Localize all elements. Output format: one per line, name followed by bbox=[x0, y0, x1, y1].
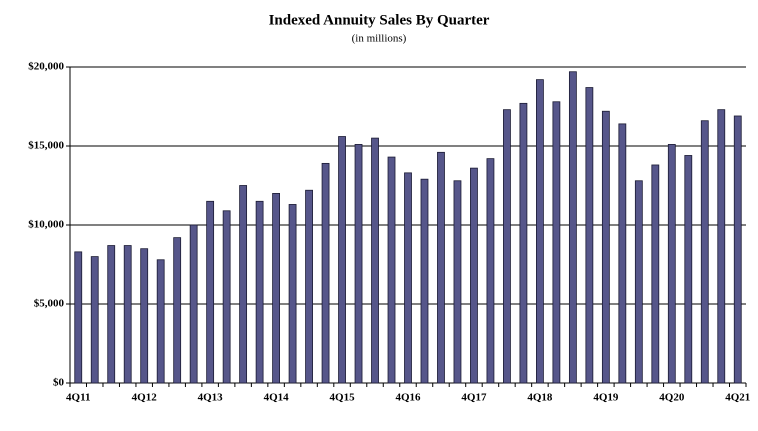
bar bbox=[700, 120, 709, 384]
y-tick-label: $10,000 bbox=[28, 219, 64, 231]
bar bbox=[173, 237, 182, 384]
y-tick-label: $5,000 bbox=[34, 298, 65, 310]
bar bbox=[206, 200, 215, 384]
x-tick-label: 4Q20 bbox=[659, 392, 685, 404]
bar bbox=[156, 259, 165, 384]
bar bbox=[684, 155, 693, 384]
bar bbox=[123, 245, 132, 384]
bar bbox=[222, 210, 231, 384]
bar bbox=[239, 185, 248, 384]
bar bbox=[568, 71, 577, 384]
bar bbox=[470, 167, 478, 384]
x-tick-label: 4Q15 bbox=[330, 392, 356, 404]
x-tick-label: 4Q17 bbox=[461, 392, 487, 404]
bar bbox=[486, 158, 495, 384]
x-tick-label: 4Q12 bbox=[132, 392, 158, 404]
bar bbox=[354, 144, 363, 384]
bar bbox=[552, 101, 561, 384]
chart-title: Indexed Annuity Sales By Quarter bbox=[269, 12, 490, 28]
y-tick-label: $0 bbox=[53, 377, 65, 389]
x-tick-label: 4Q16 bbox=[395, 392, 421, 404]
bar bbox=[140, 248, 149, 384]
bar bbox=[107, 245, 116, 384]
bar bbox=[189, 224, 198, 384]
x-tick-label: 4Q14 bbox=[264, 392, 290, 404]
bar bbox=[453, 180, 462, 384]
bar bbox=[717, 109, 726, 384]
x-tick-label: 4Q18 bbox=[527, 392, 553, 404]
x-tick-label: 4Q21 bbox=[725, 392, 750, 404]
bar bbox=[404, 172, 412, 384]
bar bbox=[338, 136, 346, 384]
y-tick-label: $20,000 bbox=[28, 61, 64, 73]
bar bbox=[387, 156, 396, 384]
x-tick-label: 4Q19 bbox=[593, 392, 619, 404]
bar bbox=[305, 189, 313, 384]
bar bbox=[437, 151, 445, 384]
bar bbox=[321, 162, 330, 384]
bar bbox=[371, 137, 379, 384]
bar bbox=[255, 200, 264, 384]
bar bbox=[618, 123, 627, 384]
bar bbox=[519, 102, 528, 384]
x-tick-label: 4Q11 bbox=[66, 392, 90, 404]
bar bbox=[601, 110, 610, 384]
bar bbox=[272, 192, 280, 384]
bar bbox=[536, 79, 544, 384]
bar bbox=[733, 115, 742, 384]
bar bbox=[503, 109, 511, 384]
bar bbox=[74, 251, 83, 384]
bar bbox=[585, 87, 594, 384]
x-tick-label: 4Q13 bbox=[198, 392, 224, 404]
bar bbox=[667, 144, 676, 384]
bar bbox=[288, 204, 297, 384]
bar bbox=[651, 164, 660, 384]
bar bbox=[90, 256, 99, 384]
bar bbox=[420, 178, 429, 384]
bar bbox=[634, 180, 643, 384]
y-tick-label: $15,000 bbox=[28, 140, 64, 152]
chart-subtitle: (in millions) bbox=[352, 33, 407, 45]
